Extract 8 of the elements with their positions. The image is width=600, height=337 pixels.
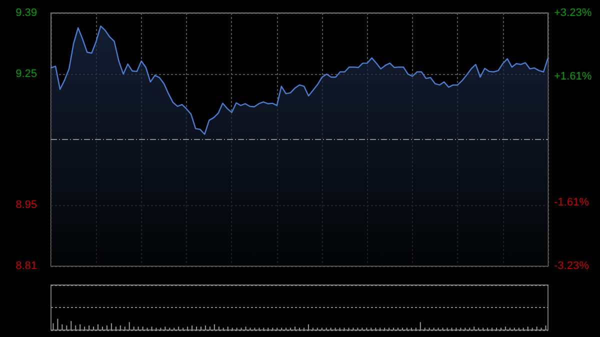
y-tick-label: 8.81	[16, 260, 37, 272]
y-tick-label: 9.25	[16, 68, 37, 80]
y2-tick-label: -3.23%	[554, 260, 590, 272]
y2-tick-label: +3.23%	[554, 7, 592, 19]
y-tick-label: 9.39	[16, 7, 37, 19]
y2-tick-label: -1.61%	[554, 196, 590, 209]
y2-tick-label: +1.61%	[554, 70, 592, 82]
y-tick-label: 8.95	[16, 198, 37, 211]
